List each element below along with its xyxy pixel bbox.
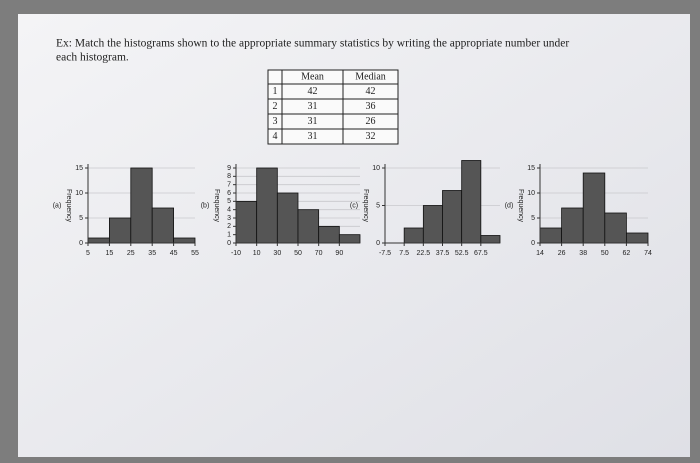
y-tick-label: 15 — [75, 165, 83, 172]
bar — [422, 205, 443, 244]
y-axis-label: Frequency — [362, 189, 369, 223]
x-tick-label: 50 — [294, 250, 302, 257]
table-cell: 31 — [308, 131, 318, 142]
bar — [561, 207, 584, 244]
bar — [87, 237, 110, 244]
bar — [318, 225, 340, 244]
bar — [276, 192, 299, 244]
table-frame — [267, 69, 399, 145]
x-tick-label: 25 — [127, 250, 135, 257]
y-tick-label: 15 — [527, 165, 535, 172]
table-cell: 2 — [273, 101, 278, 112]
table-cell: 32 — [366, 131, 376, 142]
x-tick-label: 62 — [623, 250, 631, 257]
y-tick-label: 5 — [531, 215, 535, 222]
x-tick-label: 67.5 — [474, 250, 488, 257]
y-tick-label: 9 — [227, 165, 231, 172]
x-tick-label: 22.5 — [417, 250, 431, 257]
bar — [403, 227, 424, 244]
bar — [151, 207, 174, 244]
panel-label: (b) — [201, 202, 210, 209]
y-tick-label: 5 — [79, 215, 83, 222]
y-tick-label: 5 — [376, 202, 380, 209]
bar — [297, 209, 320, 244]
table-cell: 42 — [308, 86, 318, 97]
x-tick-label: 35 — [148, 250, 156, 257]
bar — [626, 232, 649, 244]
y-tick-label: 3 — [227, 215, 231, 222]
x-tick-label: 55 — [191, 250, 199, 257]
bar — [173, 237, 196, 244]
y-tick-label: 2 — [227, 223, 231, 230]
table-header: Median — [355, 71, 386, 82]
x-tick-label: 74 — [644, 250, 652, 257]
y-tick-label: 0 — [531, 240, 535, 247]
bar — [256, 167, 278, 244]
table-cell: 31 — [308, 101, 318, 112]
y-axis-label: Frequency — [517, 189, 524, 223]
y-tick-label: 6 — [227, 190, 231, 197]
bar — [235, 200, 258, 244]
x-tick-label: -7.5 — [379, 250, 391, 257]
bar — [338, 234, 361, 244]
y-axis-label: Frequency — [65, 189, 72, 223]
bar — [604, 212, 627, 244]
y-tick-label: 10 — [372, 165, 380, 172]
table-cell: 31 — [308, 116, 318, 127]
x-tick-label: 38 — [579, 250, 587, 257]
bar — [582, 172, 606, 244]
y-tick-label: 0 — [376, 240, 380, 247]
bar — [130, 167, 153, 244]
table-cell: 26 — [366, 116, 376, 127]
x-tick-label: 10 — [253, 250, 261, 257]
y-tick-label: 5 — [227, 198, 231, 205]
x-tick-label: 90 — [335, 250, 343, 257]
instruction-line: each histogram. — [56, 52, 129, 64]
x-tick-label: 70 — [315, 250, 323, 257]
bar — [461, 160, 482, 244]
table-cell: 1 — [273, 86, 278, 97]
y-tick-label: 7 — [227, 182, 231, 189]
bar — [480, 235, 501, 244]
panel-label: (a) — [53, 202, 62, 209]
y-axis-label: Frequency — [213, 189, 220, 223]
x-tick-label: 50 — [601, 250, 609, 257]
y-tick-label: 1 — [227, 232, 231, 239]
x-tick-label: -10 — [231, 250, 241, 257]
x-tick-label: 30 — [273, 250, 281, 257]
y-tick-label: 10 — [527, 190, 535, 197]
x-tick-label: 5 — [86, 250, 90, 257]
y-tick-label: 0 — [227, 240, 231, 247]
table-cell: 3 — [273, 116, 278, 127]
x-tick-label: 26 — [558, 250, 566, 257]
instruction-line: Ex: Match the histograms shown to the ap… — [56, 38, 569, 50]
panel-label: (c) — [350, 202, 358, 209]
x-tick-label: 15 — [106, 250, 114, 257]
bar — [539, 227, 563, 244]
table-cell: 36 — [366, 101, 376, 112]
table-header: Mean — [301, 71, 324, 82]
summary-table: Mean Median 1 42 42 2 31 36 3 31 26 4 31 32 — [267, 69, 399, 145]
x-tick-label: 14 — [536, 250, 544, 257]
y-tick-label: 4 — [227, 207, 231, 214]
x-tick-label: 45 — [170, 250, 178, 257]
bar — [109, 217, 132, 244]
table-cell: 42 — [366, 86, 376, 97]
bar — [442, 190, 463, 244]
table-cell: 4 — [273, 131, 278, 142]
panel-label: (d) — [505, 202, 514, 209]
y-tick-label: 0 — [79, 240, 83, 247]
y-tick-label: 8 — [227, 173, 231, 180]
x-tick-label: 37.5 — [436, 250, 450, 257]
x-tick-label: 52.5 — [455, 250, 469, 257]
y-tick-label: 10 — [75, 190, 83, 197]
x-tick-label: 7.5 — [399, 250, 409, 257]
